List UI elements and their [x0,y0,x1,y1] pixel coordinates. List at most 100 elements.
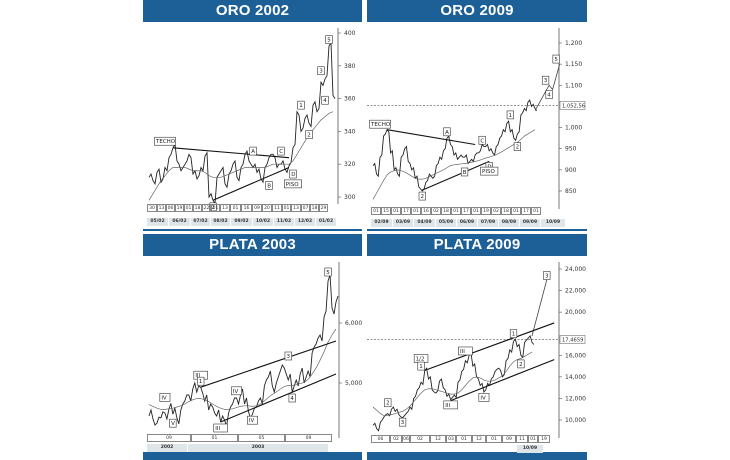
x-period-label: 10/02 [253,218,273,226]
moving-average-line [148,111,334,201]
y-tick-label: 12,000 [565,395,586,402]
wave-label-box [460,167,469,177]
x-tick-label: 09 [147,434,191,442]
wave-label-box [443,400,458,410]
wave-label: 1 [419,364,423,370]
wave-label-box [541,75,550,85]
wave-label: 4 [323,98,327,104]
x-tick-label: 17 [401,207,411,215]
x-tick-label: 01 [486,435,502,443]
wave-label: 3 [544,78,548,84]
wave-label-box [317,66,325,76]
wave-label: 2 [519,362,523,368]
wave-label: 5 [327,38,331,44]
x-tick-label: 01 [191,434,238,442]
x-axis-period-labels: 05/02 06/02 07/02 08/02 09/02 10/02 11/02 12/02… [147,218,337,226]
wave-label-box [517,359,525,369]
price-line [148,41,336,205]
x-tick-label: 18 [501,207,511,215]
x-axis-period-labels: 02/09 03/09 04/09 05/09 06/09 07/09 08/09 09/09… [371,219,566,227]
x-tick-label: 01 [528,435,538,443]
x-tick-label: 20 [262,204,272,212]
wave-label: IV [480,395,486,401]
chart-title: PLATA 2009 [367,234,587,256]
wave-label: 4 [290,396,294,402]
wave-label-box [197,376,205,386]
x-tick-label: 15 [381,207,391,215]
wave-label-box [458,346,473,356]
wave-label: 3 [286,354,290,360]
x-period-label: 06/09 [457,219,477,227]
x-tick-label: 12 [472,435,486,443]
wave-label-box [288,393,296,403]
x-tick-label: 01 [371,207,381,215]
wave-label: D [291,172,295,178]
x-tick-label: 06 [402,435,410,443]
projection-line [534,64,561,111]
wave-label: 2 [307,133,311,139]
x-tick-label: 01 [184,204,193,212]
x-tick-label: 18 [310,204,319,212]
x-tick-label: 09 [252,204,262,212]
wave-label: III [195,373,200,379]
x-period-label: 12/02 [295,218,315,226]
x-period-label: 09/09 [520,219,540,227]
wave-label-box [249,146,257,156]
x-period-label: 09/02 [231,218,252,226]
x-tick-label: 01 [230,204,241,212]
reference-label-box [559,101,586,110]
chart-title: PLATA 2003 [143,234,362,256]
chart-plata-2009: PLATA 2009 24,000 22,000 20,000 16,000 14,00… [367,234,587,460]
x-tick-label: 03 [446,435,456,443]
wave-label: C [480,138,484,144]
wave-label-box [231,386,242,396]
x-tick-label: 13 [157,204,166,212]
wave-label-box [284,179,303,189]
x-period-label: 05/02 [147,218,168,226]
wave-label-box [506,110,514,120]
wave-label-box [169,418,177,428]
x-tick-label: 01 [211,204,220,212]
divider [143,229,362,231]
wave-label-box [265,181,273,190]
wave-label: 1/2 [416,357,425,363]
chart-plot: 1,200 1,150 1,100 1,000 950 900 850 1,052,56 TEC… [367,28,586,209]
x-tick-label: 12 [430,435,446,443]
x-tick-label: 01 [451,207,461,215]
trendline [424,322,555,371]
x-tick-label: 01 [391,207,401,215]
x-tick-label: 06 [166,204,175,212]
x-tick-label: 02 [491,207,501,215]
wave-label-box [543,271,551,280]
y-tick-label: 300 [344,194,356,201]
x-tick-label: 01 [411,207,421,215]
y-tick-label: 1,200 [565,40,582,47]
x-axis-day-labels: 06 02 06 02 12 03 01 12 01 09 11 01 19 [371,435,550,443]
wave-label: TECHO [155,139,176,145]
x-period-label: 2002 [147,444,187,452]
x-tick-label: 02 [410,435,430,443]
x-tick-label: 29 [319,204,328,212]
wave-label: 5 [326,270,330,276]
x-period-label: 06/02 [169,218,190,226]
x-tick-label: 16 [241,204,252,212]
x-tick-label: 09 [285,434,332,442]
wave-label-box [209,202,217,212]
wave-label: 1 [299,103,303,109]
x-axis-day-labels: 09 01 05 09 [147,434,332,442]
wave-label-box [417,361,425,371]
wave-label: III [460,349,465,355]
x-period-label: 10/09 [541,219,565,227]
x-tick-label: 18 [441,207,451,215]
wave-label: 3 [545,273,549,279]
trendline [200,340,337,388]
y-tick-label: 850 [565,188,577,195]
x-period-label: 02/09 [371,219,392,227]
wave-label: 2 [386,401,390,407]
y-tick-label: 380 [344,63,356,70]
x-tick-label: 19 [481,207,491,215]
x-tick-label: 01 [282,204,291,212]
wave-label: 2 [211,205,215,211]
x-period-label: 08/09 [499,219,519,227]
y-tick-label: 950 [565,146,577,153]
